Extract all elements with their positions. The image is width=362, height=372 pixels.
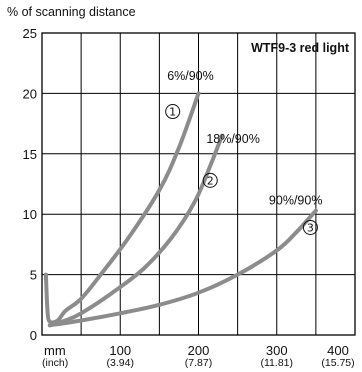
x-tick-sublabel: (11.81)	[261, 357, 294, 369]
y-tick-label: 20	[23, 86, 37, 101]
y-tick-label: 0	[30, 328, 37, 343]
series-group: 6%/90% 1 18%/90% 2 90%/90% 3	[43, 69, 323, 328]
x-tick-labels: 100(3.94) 200(7.87) 300(11.81) 400(15.75)	[107, 343, 355, 369]
y-tick-label: 25	[23, 26, 37, 41]
chart-title: WTF9-3 red light	[251, 41, 350, 55]
y-tick-label: 5	[30, 268, 37, 283]
x-tick-label: 100	[109, 343, 131, 358]
x-axis-unit-label: mm	[44, 343, 66, 358]
x-tick-label: 300	[266, 343, 288, 358]
series-marker-circle	[165, 104, 181, 120]
series-marker-circle	[202, 172, 218, 188]
plot-frame	[41, 32, 356, 336]
y-axis-label: % of scanning distance	[7, 5, 136, 19]
x-tick-label: 400	[327, 343, 349, 358]
x-tick-label: 200	[188, 343, 210, 358]
series-line-1	[43, 91, 201, 325]
y-tick-label: 10	[23, 207, 37, 222]
series-marker-3: 3	[302, 219, 318, 235]
y-tick-label: 15	[23, 147, 37, 162]
x-tick-sublabel: (15.75)	[321, 357, 354, 369]
series-marker-text: 2	[207, 174, 214, 187]
x-tick-sublabel: (7.87)	[185, 357, 212, 369]
series-marker-circle	[302, 219, 318, 235]
x-axis-unit-sublabel: (inch)	[42, 357, 68, 369]
series-marker-text: 3	[307, 221, 314, 234]
series-marker-2: 2	[202, 172, 218, 188]
series-marker-1: 1	[165, 104, 181, 120]
grid	[42, 33, 355, 335]
series-line-2	[47, 133, 224, 328]
series-label-3: 90%/90%	[269, 194, 323, 208]
x-tick-sublabel: (3.94)	[107, 357, 134, 369]
series-line-3	[47, 208, 318, 328]
series-label-1: 6%/90%	[167, 69, 214, 83]
series-label-2: 18%/90%	[206, 132, 260, 146]
series-marker-text: 1	[169, 106, 176, 119]
plot-border	[41, 32, 356, 336]
y-tick-labels: 0 5 10 15 20 25	[23, 26, 37, 343]
